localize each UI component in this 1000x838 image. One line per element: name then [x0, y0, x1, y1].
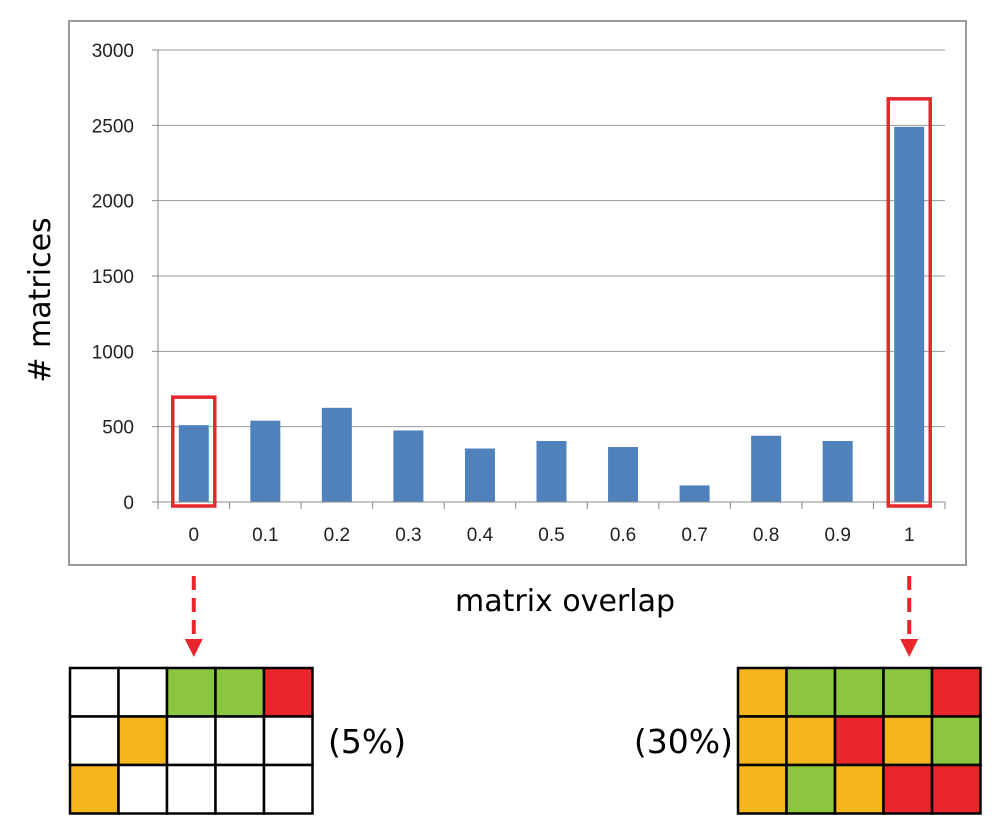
- x-tick-label: 0.9: [824, 525, 850, 546]
- matrix-cell: [736, 715, 788, 767]
- matrix-1: [68, 666, 314, 815]
- matrix-cell: [930, 715, 982, 767]
- matrix-cell: [833, 715, 885, 767]
- x-axis-title: matrix overlap: [455, 584, 675, 619]
- matrix-cell: [68, 666, 120, 718]
- matrix-cell: [833, 666, 885, 718]
- matrix-cell: [68, 763, 120, 815]
- x-tick-label: 1: [904, 525, 915, 546]
- matrix-cell: [785, 763, 837, 815]
- matrix-cell: [68, 715, 120, 767]
- highlight-boxes: [171, 97, 932, 508]
- arrow-head: [900, 639, 919, 657]
- x-tick-label: 0.6: [610, 525, 636, 546]
- matrix-cell: [262, 763, 314, 815]
- bar-0.1: [250, 420, 281, 502]
- gridlines: [152, 49, 945, 503]
- arrows: [184, 576, 919, 657]
- matrix-cell: [214, 715, 266, 767]
- x-tick-label: 0.4: [467, 525, 494, 546]
- y-tick-labels: 0 500 1000 1500 2000 2500 3000: [92, 41, 134, 514]
- bar-0.9: [822, 440, 853, 502]
- matrix-cell: [165, 666, 217, 718]
- y-axis-title: # matrices: [23, 217, 58, 382]
- x-tick-label: 0.2: [324, 525, 350, 546]
- matrix-cell: [882, 666, 934, 718]
- matrix-cell: [930, 666, 982, 718]
- x-tick-label: 0: [188, 525, 199, 546]
- x-tick-labels: 0 0.1 0.2 0.3 0.4 0.5 0.6 0.7 0.8 0.9 1: [188, 525, 914, 546]
- matrix-cell: [785, 666, 837, 718]
- matrix-cell: [262, 666, 314, 718]
- bar-0.7: [679, 485, 710, 502]
- bar-0.3: [393, 430, 424, 502]
- chart-frame: [68, 20, 967, 566]
- matrix-cell: [117, 666, 169, 718]
- matrix-cell: [165, 763, 217, 815]
- matrix-cell: [833, 763, 885, 815]
- matrix-2: [736, 666, 982, 815]
- matrices: (5%) (30%): [68, 666, 982, 815]
- y-tick-label: 1500: [92, 267, 134, 288]
- y-tick-label: 1000: [92, 342, 134, 363]
- arrow-head: [184, 639, 203, 657]
- y-tick-label: 3000: [92, 41, 134, 62]
- bar-0.8: [751, 435, 782, 502]
- bar-1: [894, 126, 925, 502]
- x-tick-label: 0.8: [753, 525, 779, 546]
- x-tick-label: 0.5: [538, 525, 564, 546]
- matrix-cell: [214, 763, 266, 815]
- y-tick-label: 500: [102, 418, 134, 439]
- bars: [178, 126, 925, 502]
- matrix-cell: [117, 715, 169, 767]
- x-tick-label: 0.7: [681, 525, 707, 546]
- matrix-cell: [262, 715, 314, 767]
- bar-0: [178, 425, 209, 502]
- bar-0.5: [536, 440, 567, 502]
- matrix-percent-label: (5%): [328, 722, 406, 761]
- matrix-cell: [882, 715, 934, 767]
- bar-0.2: [321, 407, 352, 502]
- matrix-percent-label: (30%): [634, 722, 733, 761]
- matrix-cell: [165, 715, 217, 767]
- axes: [157, 50, 946, 509]
- x-tick-label: 0.3: [395, 525, 421, 546]
- highlight-box-1: [886, 97, 932, 508]
- y-tick-label: 0: [123, 493, 134, 514]
- matrix-cell: [117, 763, 169, 815]
- matrix-cell: [882, 763, 934, 815]
- matrix-cell: [736, 763, 788, 815]
- bar-0.4: [464, 448, 495, 502]
- y-tick-label: 2500: [92, 116, 134, 137]
- matrix-cell: [930, 763, 982, 815]
- highlight-box-0: [171, 395, 217, 508]
- matrix-cell: [785, 715, 837, 767]
- y-tick-label: 2000: [92, 192, 134, 213]
- bar-0.6: [608, 447, 639, 502]
- matrix-cell: [214, 666, 266, 718]
- matrix-cell: [736, 666, 788, 718]
- x-tick-label: 0.1: [252, 525, 278, 546]
